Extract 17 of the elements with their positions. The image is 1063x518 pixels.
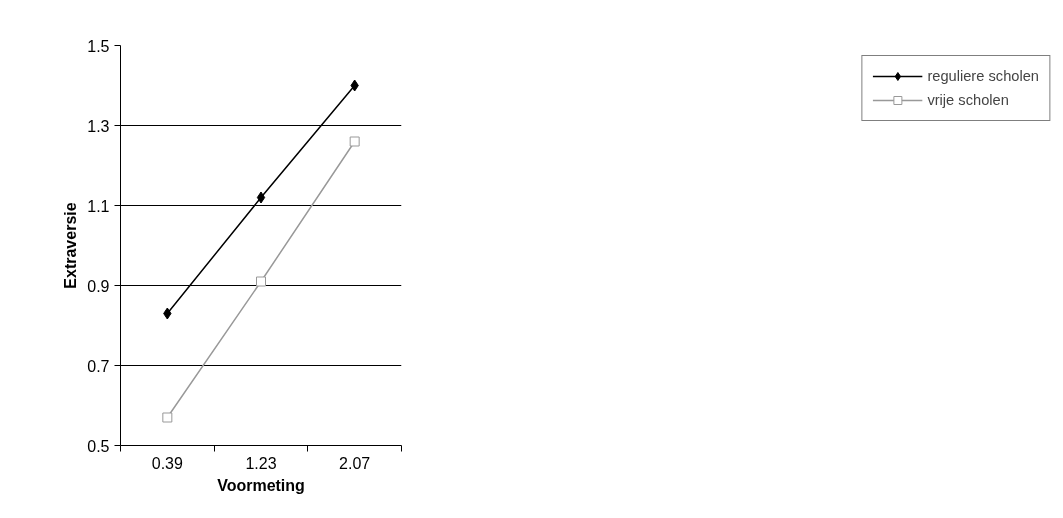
legend-label: reguliere scholen: [927, 68, 1039, 84]
y-axis-title: Extraversie: [62, 202, 80, 289]
y-tick-label: 1.3: [87, 117, 110, 135]
y-tick-label: 0.9: [87, 277, 110, 295]
y-tick-label: 1.1: [87, 197, 110, 215]
point: [256, 191, 266, 204]
y-tick-label: 0.7: [87, 357, 110, 375]
legend-label: vrije scholen: [927, 92, 1009, 108]
x-tick-label: 0.39: [151, 454, 184, 472]
x-tick-label: 1.23: [245, 454, 277, 472]
y-tick-label: 0.5: [87, 437, 110, 455]
x-axis-title: Voormeting: [217, 476, 305, 494]
y-tick-label: 1.5: [87, 37, 110, 55]
point: [256, 276, 266, 287]
x-tick-label: 2.07: [339, 454, 371, 472]
point: [349, 136, 360, 147]
point: [162, 412, 173, 423]
